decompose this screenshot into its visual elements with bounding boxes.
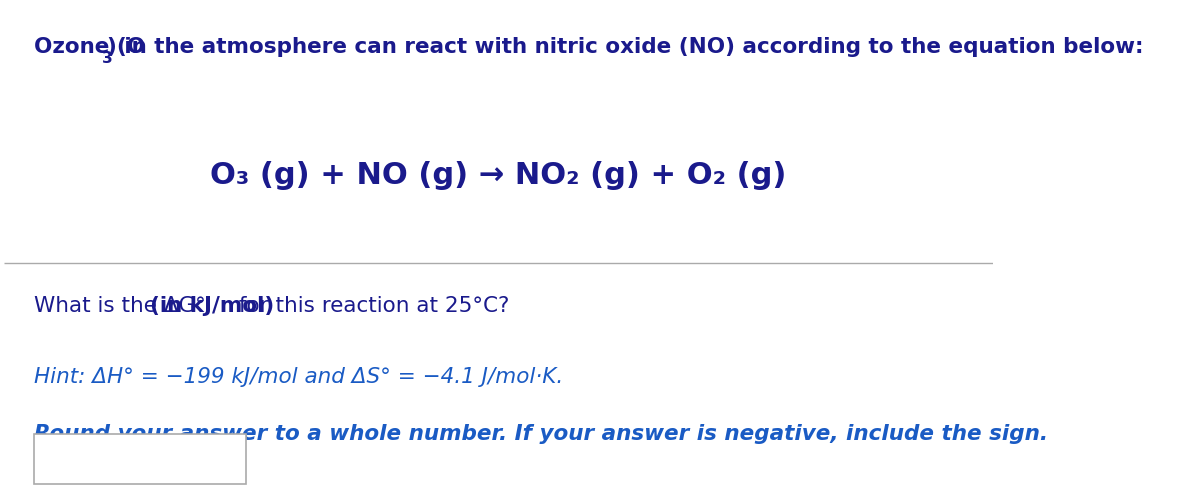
Text: ) in the atmosphere can react with nitric oxide (NO) according to the equation b: ) in the atmosphere can react with nitri… xyxy=(107,37,1144,57)
Text: Ozone (O: Ozone (O xyxy=(34,37,145,57)
FancyBboxPatch shape xyxy=(34,434,246,484)
Text: O₃ (g) + NO (g) → NO₂ (g) + O₂ (g): O₃ (g) + NO (g) → NO₂ (g) + O₂ (g) xyxy=(210,161,786,190)
Text: for this reaction at 25°C?: for this reaction at 25°C? xyxy=(233,296,510,316)
Text: (in kJ/mol): (in kJ/mol) xyxy=(150,296,275,316)
Text: 3: 3 xyxy=(102,51,113,66)
Text: Round your answer to a whole number. If your answer is negative, include the sig: Round your answer to a whole number. If … xyxy=(34,425,1048,445)
Text: What is the ΔG°: What is the ΔG° xyxy=(34,296,212,316)
Text: Hint: ΔH° = −199 kJ/mol and ΔS° = −4.1 J/mol·K.: Hint: ΔH° = −199 kJ/mol and ΔS° = −4.1 J… xyxy=(34,368,563,388)
